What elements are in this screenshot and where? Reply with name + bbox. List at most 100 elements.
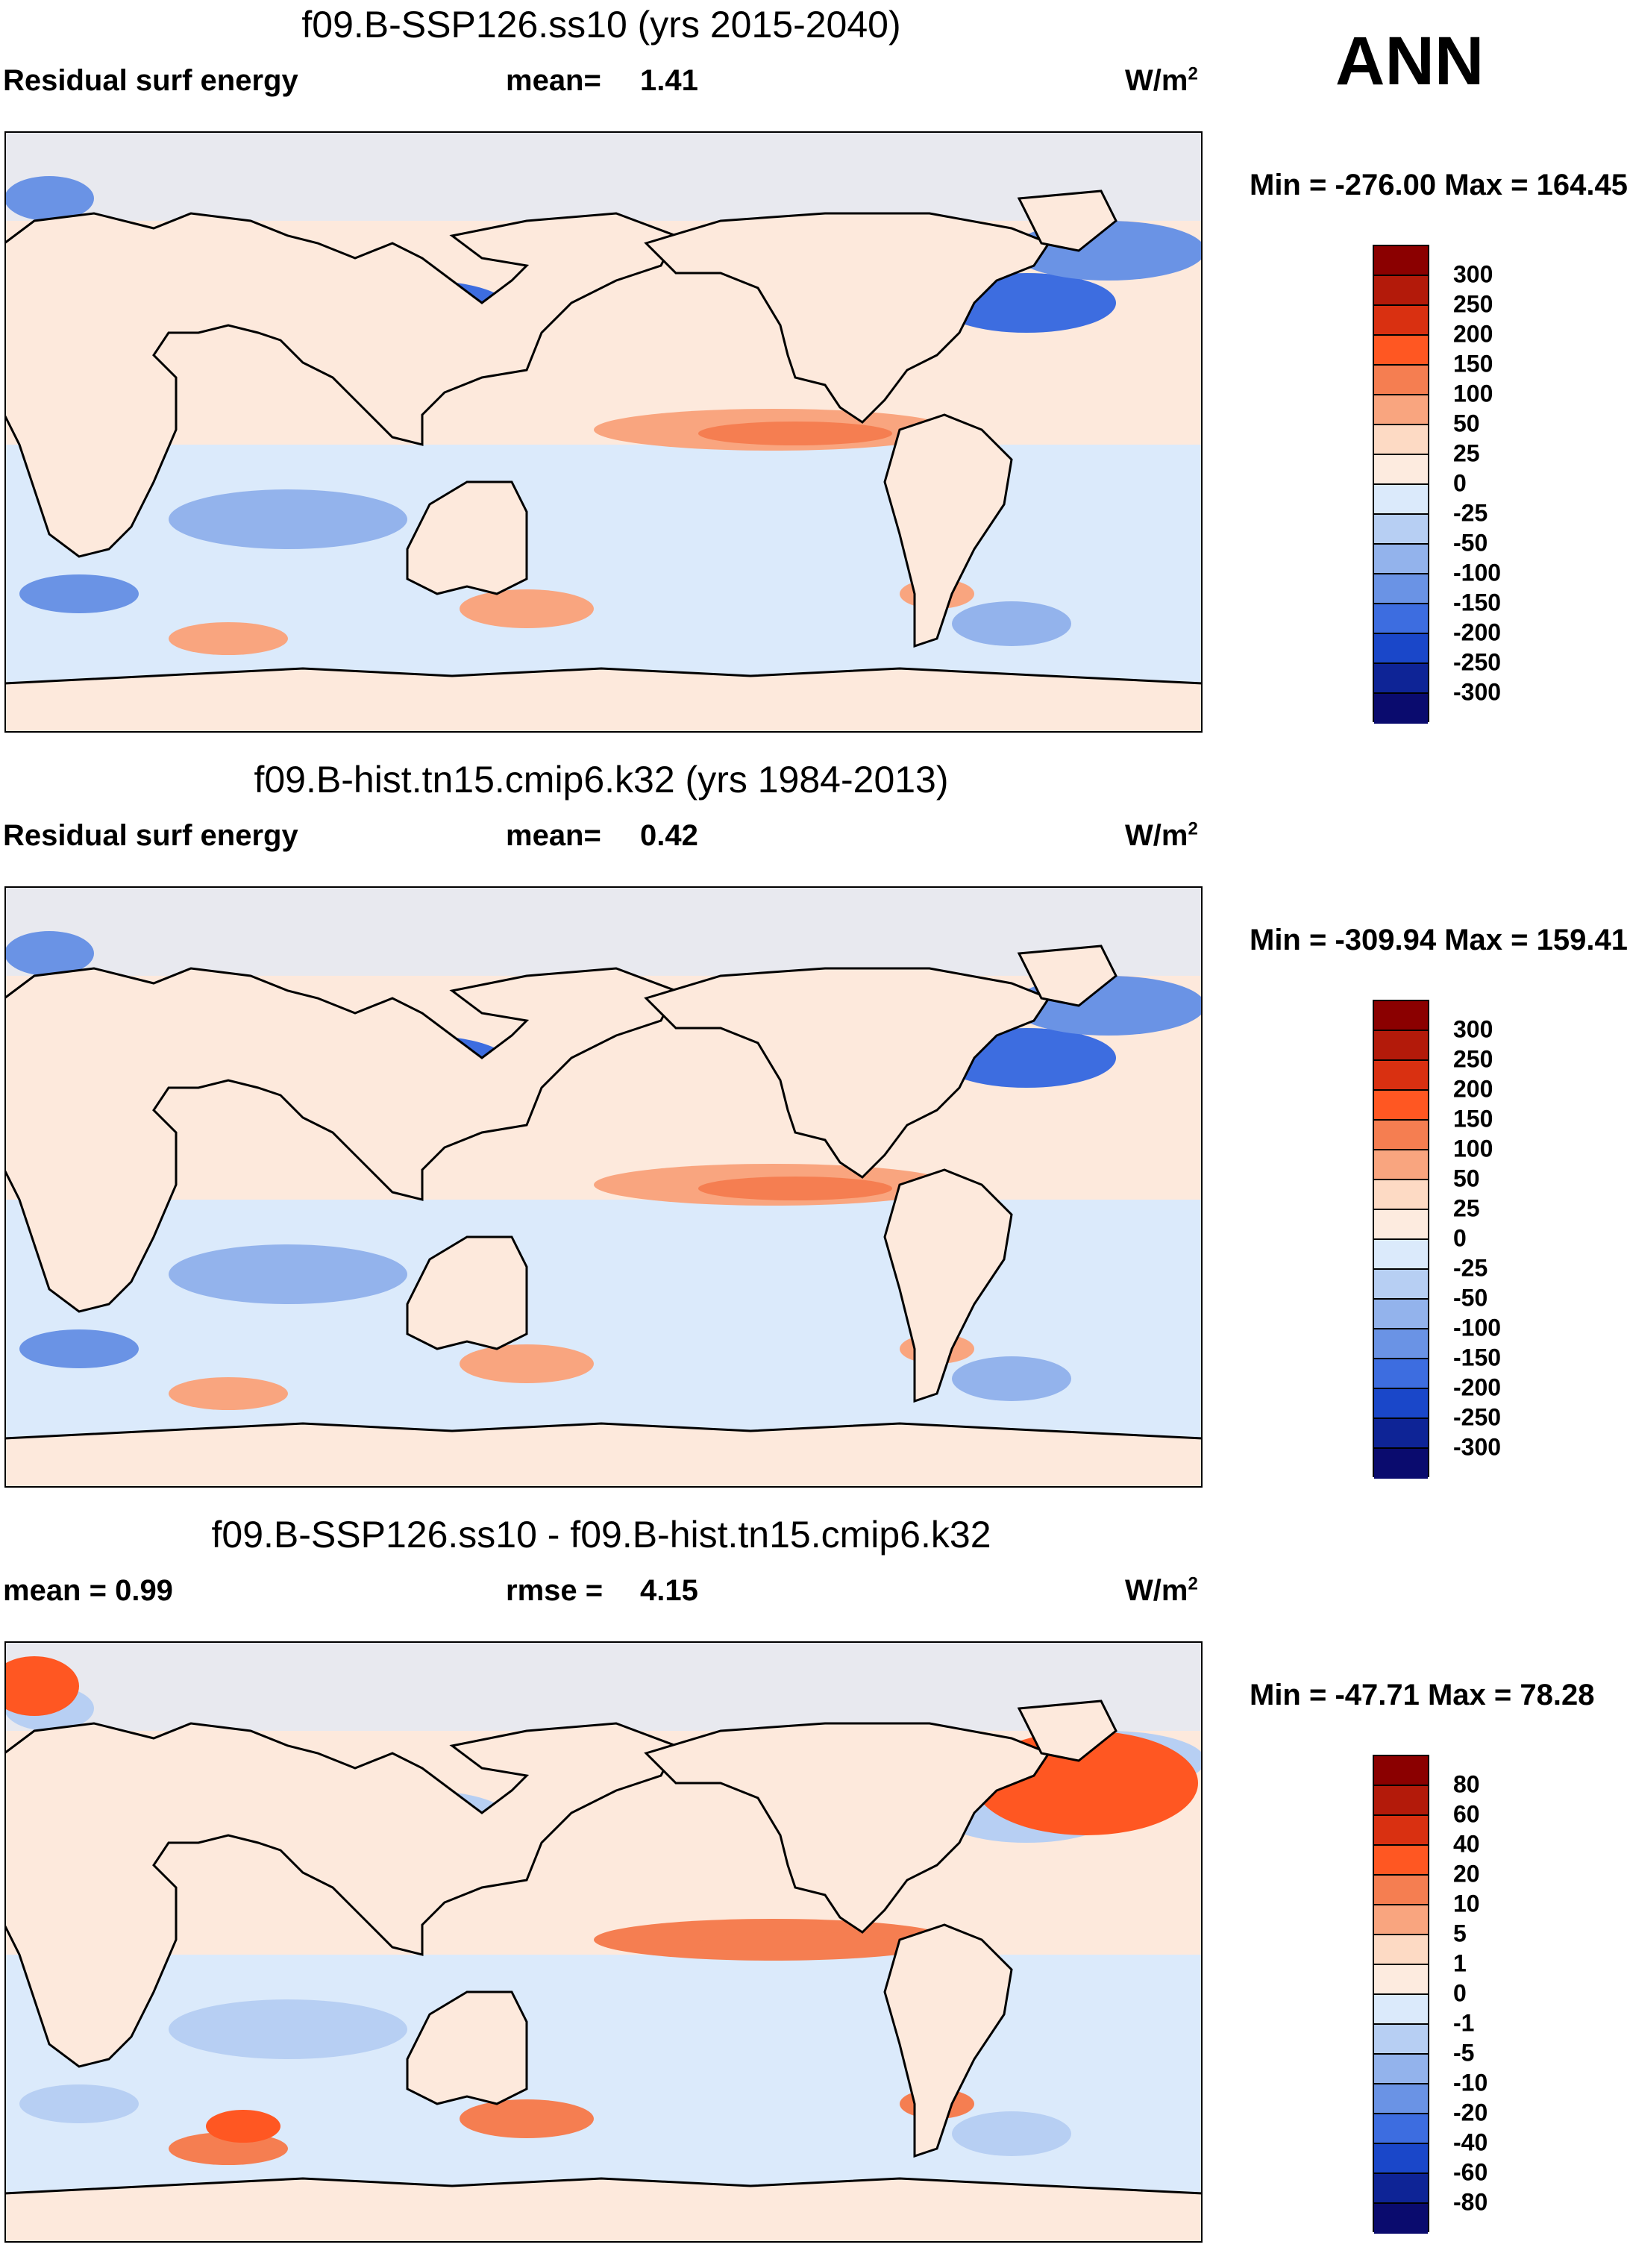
colorbar-swatch [1374,246,1428,276]
units-label: W/m2 [1125,63,1198,97]
coastline [1017,1700,1117,1762]
colorbar-swatch [1374,1905,1428,1935]
colorbar-tick-label: -100 [1453,1314,1502,1341]
coastline [4,1422,1203,1488]
contour-field [952,601,1071,646]
panel-title: f09.B-hist.tn15.cmip6.k32 (yrs 1984-2013… [254,759,949,801]
map-historical [4,886,1203,1488]
colorbar-tick-label: 50 [1453,410,1480,437]
colorbar-swatch [1374,1240,1428,1270]
map-frame [4,131,1203,733]
colorbar-swatch [1374,2114,1428,2144]
colorbar-tick-label: 250 [1453,1045,1493,1073]
colorbar-swatch [1374,455,1428,485]
colorbar-tick-label: 100 [1453,1135,1493,1162]
colorbar-swatch [1374,1061,1428,1091]
colorbar-swatch [1374,1846,1428,1876]
colorbar-swatch [1374,1150,1428,1180]
contour-field [19,2084,139,2123]
colorbar-tick-label: -25 [1453,499,1488,527]
contour-field [952,1356,1071,1401]
colorbar-tick-label: -200 [1453,618,1502,646]
mean-key: mean= [506,64,601,97]
colorbar-swatch [1374,1816,1428,1846]
contour-field [169,622,288,655]
map-frame [4,886,1203,1488]
coastline [4,1722,678,2068]
coastline [406,1990,528,2105]
map-difference [4,1641,1203,2243]
mean-label: mean = 0.99 [3,1574,173,1607]
coastline [883,413,1013,648]
colorbar-tick-label: 60 [1453,1800,1480,1828]
colorbar-tick-label: -60 [1453,2158,1488,2186]
mean-value: 0.42 [640,819,698,852]
colorbar-box [1373,1755,1429,2234]
colorbar-tick-label: -200 [1453,1373,1502,1401]
colorbar-swatch [1374,1389,1428,1419]
coastline [644,212,1051,424]
colorbar-tick-label: 300 [1453,260,1493,288]
ocean-field [4,1641,1203,1731]
colorbar-tick-label: -300 [1453,678,1502,706]
panel-historical: f09.B-hist.tn15.cmip6.k32 (yrs 1984-2013… [0,758,1627,1513]
map-frame [4,1641,1203,2243]
coastline [406,480,528,595]
coastline [4,967,678,1313]
colorbar-tick-label: -25 [1453,1254,1488,1282]
colorbar-box [1373,245,1429,724]
coastline [644,967,1051,1179]
units-label: W/m2 [1125,818,1198,852]
colorbar-tick-label: 20 [1453,1860,1480,1888]
contour-field [698,422,892,445]
colorbar-swatch [1374,634,1428,664]
mean-value: 1.41 [640,64,698,97]
colorbar-swatch [1374,515,1428,545]
colorbar-swatch [1374,545,1428,574]
colorbar-swatch [1374,1449,1428,1479]
colorbar-tick-label: 1 [1453,1949,1467,1977]
colorbar-tick-label: 200 [1453,320,1493,348]
colorbar-tick-label: 300 [1453,1015,1493,1043]
colorbar-swatch [1374,276,1428,306]
colorbar-swatch [1374,2084,1428,2114]
colorbar-swatch [1374,1419,1428,1449]
contour-field [4,1656,79,1716]
min-max-label: Min = -47.71 Max = 78.28 [1250,1679,1595,1711]
colorbar-tick-label: 150 [1453,350,1493,378]
colorbar-tick-label: 200 [1453,1075,1493,1103]
units-label: W/m2 [1125,1573,1198,1607]
coastline [4,667,1203,733]
rmse-value: 4.15 [640,1574,698,1607]
coastline [883,1923,1013,2158]
contour-field [698,1177,892,1200]
colorbar-tick-label: 150 [1453,1105,1493,1133]
colorbar-swatch [1374,604,1428,634]
colorbar-swatch [1374,2144,1428,2174]
colorbar-tick-label: -1 [1453,2009,1475,2037]
colorbar-swatch [1374,336,1428,366]
ocean-field [4,886,1203,976]
coastline [4,2177,1203,2243]
contour-field [19,574,139,613]
colorbar-tick-label: 250 [1453,290,1493,318]
variable-label: Residual surf energy [3,819,298,852]
colorbar-swatch [1374,1329,1428,1359]
min-max-label: Min = -276.00 Max = 164.45 [1250,169,1627,201]
colorbar-swatch [1374,1756,1428,1786]
mean-key: mean= [506,819,601,852]
season-label: ANN [1335,23,1485,99]
contour-field [4,176,94,221]
colorbar-swatch [1374,1031,1428,1061]
colorbar-swatch [1374,306,1428,336]
colorbar-tick-label: 40 [1453,1830,1480,1858]
contour-field [169,489,407,549]
colorbar-swatch [1374,1210,1428,1240]
colorbar-tick-label: -10 [1453,2069,1488,2096]
colorbar-swatch [1374,1091,1428,1121]
colorbar-tick-label: -80 [1453,2188,1488,2216]
colorbar-tick-label: 5 [1453,1920,1467,1947]
colorbar-swatch [1374,2055,1428,2084]
colorbar-tick-label: -250 [1453,648,1502,676]
contour-field [169,1244,407,1304]
